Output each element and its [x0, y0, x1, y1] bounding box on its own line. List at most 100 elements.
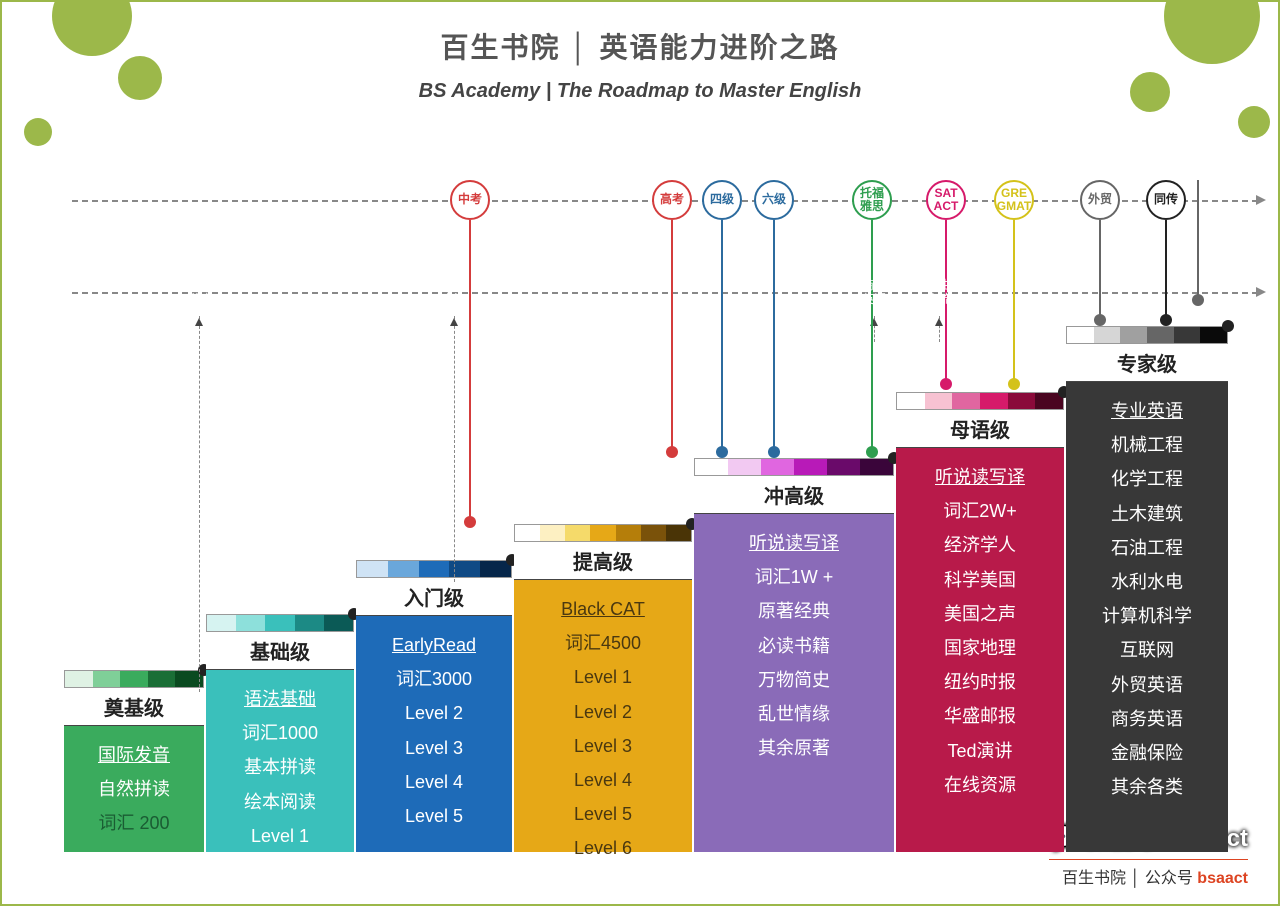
milestone-line — [1197, 180, 1199, 300]
stage-冲高级: 冲高级听说读写译词汇1W +原著经典必读书籍万物简史乱世情缘其余原著 — [694, 458, 894, 844]
stage-line: Level 1 — [212, 819, 348, 853]
milestone-dot — [464, 516, 476, 528]
title-en: BS Academy | The Roadmap to Master Engli… — [2, 80, 1278, 103]
stage-label: 奠基级 — [64, 688, 204, 726]
stage-line: 其余各类 — [1072, 770, 1222, 804]
milestone-circle: 六级 — [754, 180, 794, 220]
milestone-circle: 外贸 — [1080, 180, 1120, 220]
stage-母语级: 母语级听说读写译词汇2W+经济学人科学美国美国之声国家地理纽约时报华盛邮报Ted… — [896, 392, 1064, 844]
milestone-line — [871, 220, 873, 452]
stage-line: 国际发音 — [70, 738, 198, 772]
milestone-dot — [1008, 378, 1020, 390]
stage-line: 必读书籍 — [700, 629, 888, 663]
color-band — [1066, 326, 1228, 344]
stage-body: 听说读写译词汇1W +原著经典必读书籍万物简史乱世情缘其余原著 — [694, 514, 894, 852]
stage-line: Black CAT — [520, 592, 686, 626]
stage-line: 互联网 — [1072, 633, 1222, 667]
milestone-circle: 四级 — [702, 180, 742, 220]
stage-body: 专业英语机械工程化学工程土木建筑石油工程水利水电计算机科学互联网外贸英语商务英语… — [1066, 382, 1228, 852]
milestone-circle: 托福雅思 — [852, 180, 892, 220]
stage-line: Level 5 — [520, 797, 686, 831]
stage-line: 听说读写译 — [700, 526, 888, 560]
stage-入门级: 入门级EarlyRead词汇3000Level 2Level 3Level 4L… — [356, 560, 512, 844]
milestone-dot — [716, 446, 728, 458]
stage-line: Level 1 — [520, 660, 686, 694]
stage-line: 其余原著 — [700, 731, 888, 765]
stage-line: Level 6 — [520, 831, 686, 865]
hex-connector — [199, 316, 200, 692]
stage-line: EarlyRead — [362, 628, 506, 662]
footer-line: 百生书院 │ 公众号 bsaact — [1049, 859, 1248, 888]
milestone-dot — [1192, 294, 1204, 306]
stage-end-dot — [1222, 320, 1234, 332]
arrow-icon — [1256, 287, 1266, 297]
stage-line: 自然拼读 — [70, 772, 198, 806]
stage-line: 经济学人 — [902, 528, 1058, 562]
title-cn: 百生书院 │ 英语能力进阶之路 — [2, 26, 1278, 66]
stage-label: 基础级 — [206, 632, 354, 670]
stage-line: Level 4 — [362, 765, 506, 799]
milestone-line — [1165, 220, 1167, 320]
stage-line: 国家地理 — [902, 631, 1058, 665]
deco-circle — [1238, 106, 1270, 138]
milestone-托福 雅思: 托福雅思 — [852, 180, 892, 458]
milestone-高考: 高考 — [652, 180, 692, 458]
stage-line: 专业英语 — [1072, 394, 1222, 428]
stage-专家级: 专家级专业英语机械工程化学工程土木建筑石油工程水利水电计算机科学互联网外贸英语商… — [1066, 326, 1228, 844]
stage-body: EarlyRead词汇3000Level 2Level 3Level 4Leve… — [356, 616, 512, 852]
milestone-dot — [1160, 314, 1172, 326]
milestone-line — [671, 220, 673, 452]
milestone-circle: 中考 — [450, 180, 490, 220]
stage-line: 词汇2W+ — [902, 494, 1058, 528]
stage-line: 华盛邮报 — [902, 699, 1058, 733]
stage-body: 国际发音自然拼读词汇 200 — [64, 726, 204, 852]
stage-line: 计算机科学 — [1072, 599, 1222, 633]
milestone-外贸: 外贸 — [1080, 180, 1120, 326]
stage-line: 商务英语 — [1072, 702, 1222, 736]
stage-基础级: 基础级语法基础词汇1000基本拼读绘本阅读Level 1 — [206, 614, 354, 844]
color-band — [896, 392, 1064, 410]
title-block: 百生书院 │ 英语能力进阶之路 BS Academy | The Roadmap… — [2, 26, 1278, 103]
milestone-circle: 高考 — [652, 180, 692, 220]
milestone-dot — [768, 446, 780, 458]
stage-line: 水利水电 — [1072, 565, 1222, 599]
stage-label: 专家级 — [1066, 344, 1228, 382]
stage-line: Level 5 — [362, 799, 506, 833]
stage-line: 土木建筑 — [1072, 497, 1222, 531]
arrow-icon — [1256, 195, 1266, 205]
stage-body: 听说读写译词汇2W+经济学人科学美国美国之声国家地理纽约时报华盛邮报Ted演讲在… — [896, 448, 1064, 852]
stage-line: 词汇1000 — [212, 716, 348, 750]
stage-line: 原著经典 — [700, 594, 888, 628]
stage-body: 语法基础词汇1000基本拼读绘本阅读Level 1 — [206, 670, 354, 852]
milestone-dot — [1094, 314, 1106, 326]
stage-line: 美国之声 — [902, 597, 1058, 631]
milestone-GRE GMAT: GREGMAT — [994, 180, 1034, 390]
stage-line: Level 2 — [520, 695, 686, 729]
color-band — [356, 560, 512, 578]
milestone-四级: 四级 — [702, 180, 742, 458]
stage-label: 入门级 — [356, 578, 512, 616]
hexagon-badge: 基本拼读 — [172, 268, 226, 316]
stage-label: 提高级 — [514, 542, 692, 580]
color-band — [694, 458, 894, 476]
stage-line: 听说读写译 — [902, 460, 1058, 494]
stage-line: 词汇1W + — [700, 560, 888, 594]
stage-line: Level 3 — [362, 731, 506, 765]
stage-line: 机械工程 — [1072, 428, 1222, 462]
stage-body: Black CAT词汇4500Level 1Level 2Level 3Leve… — [514, 580, 692, 852]
milestone-中考: 中考 — [450, 180, 490, 528]
stage-line: 词汇 200 — [70, 806, 198, 840]
hex-arrow-icon — [195, 318, 203, 326]
color-band — [64, 670, 204, 688]
stage-line: 在线资源 — [902, 768, 1058, 802]
deco-circle — [118, 56, 162, 100]
milestone-line — [1099, 220, 1101, 320]
stage-line: 基本拼读 — [212, 750, 348, 784]
stage-line: 科学美国 — [902, 563, 1058, 597]
stage-line: 绘本阅读 — [212, 785, 348, 819]
milestone-dot — [866, 446, 878, 458]
stage-line: 石油工程 — [1072, 531, 1222, 565]
milestone-line — [773, 220, 775, 452]
color-band — [206, 614, 354, 632]
milestone-circle: GREGMAT — [994, 180, 1034, 220]
